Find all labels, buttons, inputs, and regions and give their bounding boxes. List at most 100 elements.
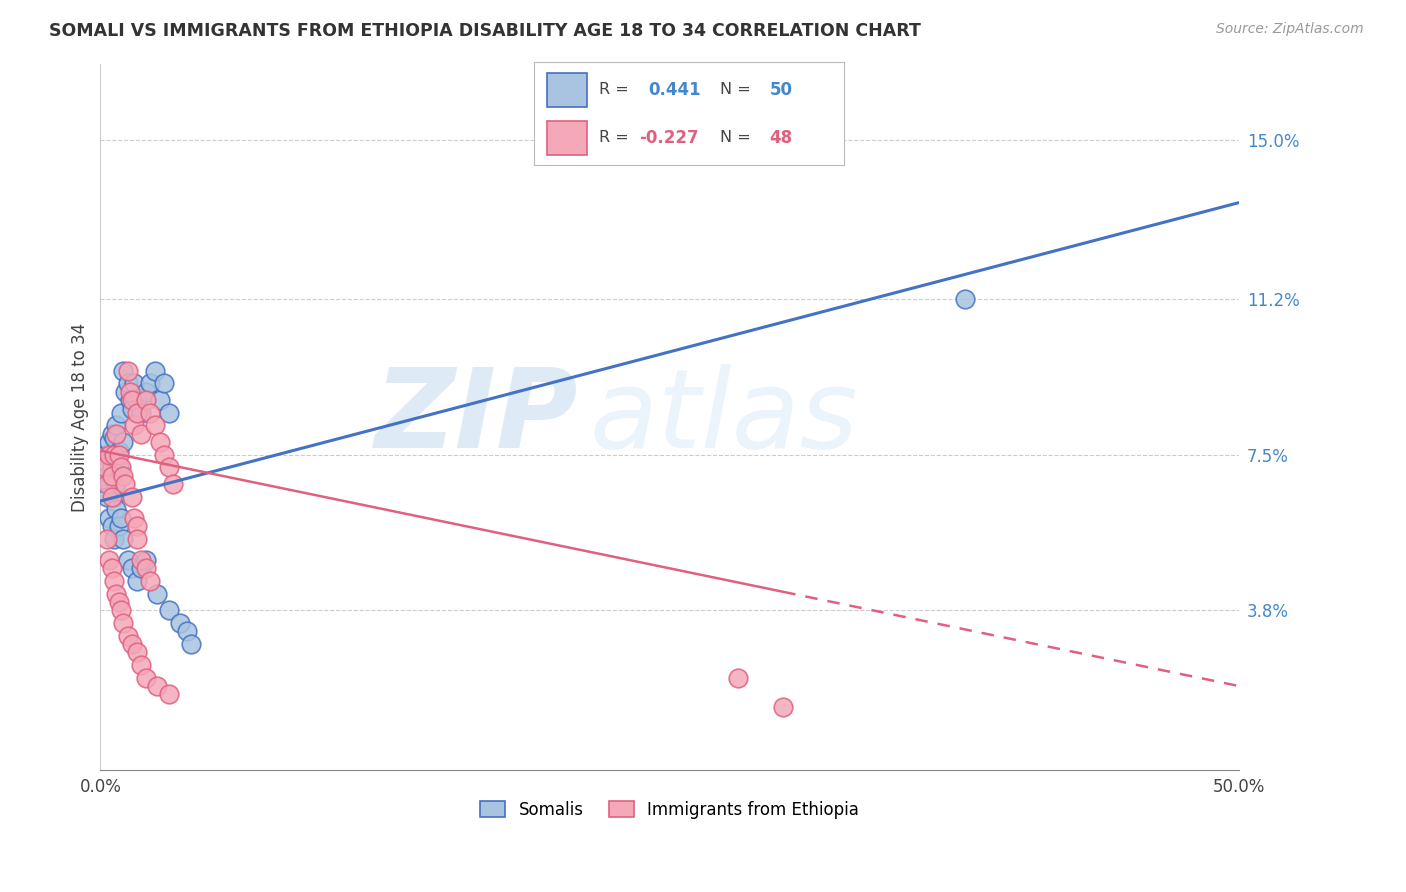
Point — [96, 477, 118, 491]
Point — [103, 574, 125, 588]
Point — [107, 595, 129, 609]
Point — [157, 603, 180, 617]
Point — [121, 393, 143, 408]
Point — [105, 586, 128, 600]
Text: Source: ZipAtlas.com: Source: ZipAtlas.com — [1216, 22, 1364, 37]
Point — [105, 426, 128, 441]
Point — [139, 574, 162, 588]
Point — [103, 431, 125, 445]
Point — [135, 393, 157, 408]
Point — [135, 553, 157, 567]
Point — [100, 468, 122, 483]
Point — [100, 490, 122, 504]
Text: N =: N = — [720, 82, 751, 97]
Point — [157, 687, 180, 701]
Point — [96, 490, 118, 504]
Point — [131, 553, 153, 567]
Point — [139, 406, 162, 420]
Point — [103, 448, 125, 462]
Point — [105, 418, 128, 433]
Point — [118, 384, 141, 399]
Point — [96, 468, 118, 483]
Point — [94, 448, 117, 462]
Point — [143, 418, 166, 433]
Point — [105, 448, 128, 462]
Point — [110, 511, 132, 525]
Text: N =: N = — [720, 130, 751, 145]
Point — [121, 561, 143, 575]
Point — [148, 435, 170, 450]
Point — [114, 384, 136, 399]
Point — [94, 460, 117, 475]
Point — [121, 401, 143, 416]
Point — [153, 448, 176, 462]
Y-axis label: Disability Age 18 to 34: Disability Age 18 to 34 — [72, 323, 89, 512]
Point — [118, 393, 141, 408]
Point — [117, 364, 139, 378]
Point — [817, 124, 839, 138]
Point — [772, 700, 794, 714]
Point — [112, 468, 135, 483]
Text: R =: R = — [599, 82, 628, 97]
Point — [98, 435, 121, 450]
Bar — [547, 121, 586, 155]
Text: -0.227: -0.227 — [640, 128, 699, 147]
Text: ZIP: ZIP — [375, 364, 578, 470]
Point — [107, 448, 129, 462]
Point — [98, 511, 121, 525]
Point — [100, 519, 122, 533]
Point — [157, 460, 180, 475]
Point — [96, 532, 118, 546]
Point — [110, 603, 132, 617]
Point — [148, 393, 170, 408]
Point — [110, 460, 132, 475]
Point — [98, 477, 121, 491]
Point — [105, 502, 128, 516]
Point — [143, 364, 166, 378]
Point — [180, 637, 202, 651]
Point — [96, 456, 118, 470]
Point — [103, 490, 125, 504]
Point — [100, 561, 122, 575]
Point — [107, 443, 129, 458]
Point — [121, 637, 143, 651]
Point — [98, 448, 121, 462]
Point — [100, 426, 122, 441]
Text: 48: 48 — [769, 128, 793, 147]
Point — [100, 460, 122, 475]
Point — [124, 376, 146, 391]
Point — [131, 561, 153, 575]
Point — [125, 645, 148, 659]
Point — [124, 511, 146, 525]
Point — [153, 376, 176, 391]
Point — [727, 671, 749, 685]
Point — [114, 477, 136, 491]
Point — [135, 561, 157, 575]
Point — [103, 532, 125, 546]
Text: atlas: atlas — [589, 364, 859, 470]
Point — [157, 406, 180, 420]
Point — [112, 532, 135, 546]
Point — [135, 384, 157, 399]
Point — [107, 519, 129, 533]
Point — [125, 406, 148, 420]
Point — [169, 615, 191, 630]
Point — [176, 624, 198, 639]
Point — [105, 477, 128, 491]
Point — [117, 553, 139, 567]
Point — [131, 657, 153, 672]
Point — [139, 376, 162, 391]
Text: SOMALI VS IMMIGRANTS FROM ETHIOPIA DISABILITY AGE 18 TO 34 CORRELATION CHART: SOMALI VS IMMIGRANTS FROM ETHIOPIA DISAB… — [49, 22, 921, 40]
Legend: Somalis, Immigrants from Ethiopia: Somalis, Immigrants from Ethiopia — [474, 794, 865, 825]
Point — [125, 574, 148, 588]
Point — [110, 406, 132, 420]
Point — [112, 364, 135, 378]
Point — [131, 426, 153, 441]
Point — [135, 671, 157, 685]
Point — [146, 679, 169, 693]
Point — [125, 519, 148, 533]
Point — [121, 490, 143, 504]
Text: 50: 50 — [769, 80, 793, 99]
Point — [162, 477, 184, 491]
Point — [98, 553, 121, 567]
